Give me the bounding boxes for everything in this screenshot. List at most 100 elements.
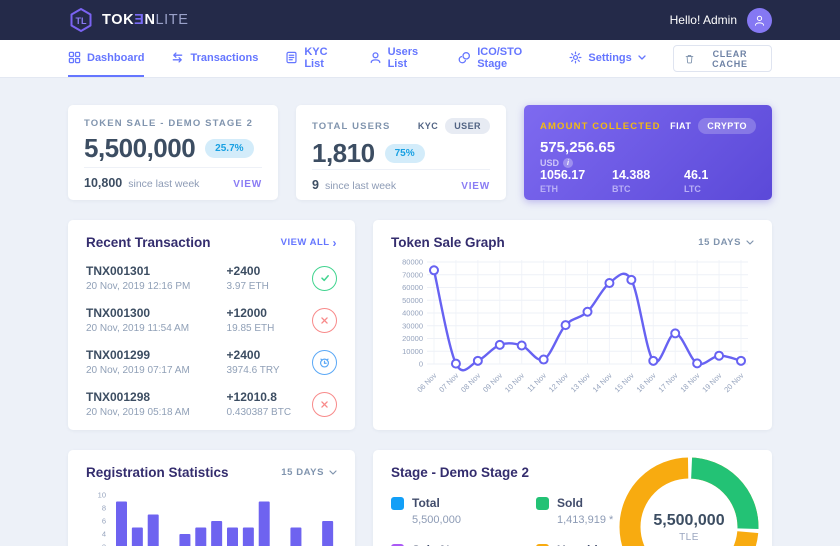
nav-label: Dashboard xyxy=(87,51,145,64)
fiat-toggle[interactable]: FIAT xyxy=(670,121,692,131)
nav-item-dashboard[interactable]: Dashboard xyxy=(68,40,145,77)
legend-swatch-total xyxy=(391,497,404,510)
transaction-amount: +2400 xyxy=(226,348,261,362)
total-users-delta-caption: since last week xyxy=(324,180,397,192)
svg-text:10000: 10000 xyxy=(402,347,423,356)
transaction-amount: +12000 xyxy=(226,306,267,320)
token-sale-card: TOKEN SALE - DEMO STAGE 2 5,500,000 25.7… xyxy=(68,105,278,200)
transaction-id: TNX001299 xyxy=(86,348,151,362)
trash-icon xyxy=(685,54,694,63)
svg-text:60000: 60000 xyxy=(402,283,423,292)
svg-text:18 Nov: 18 Nov xyxy=(678,371,701,394)
transaction-id: TNX001300 xyxy=(86,306,151,320)
svg-text:0: 0 xyxy=(419,360,423,369)
svg-text:50000: 50000 xyxy=(402,296,423,305)
svg-text:40000: 40000 xyxy=(402,309,423,318)
registration-range-dropdown[interactable]: 15 DAYS xyxy=(281,467,337,478)
transaction-converted: 3974.6 TRY xyxy=(226,365,280,376)
svg-text:13 Nov: 13 Nov xyxy=(569,371,592,394)
dashboard-icon xyxy=(68,51,81,64)
brand-logo[interactable]: TL TOKƎNLITE xyxy=(68,7,189,33)
transaction-row[interactable]: TNX001298 20 Nov, 2019 05:18 AM +12010.8… xyxy=(86,390,337,418)
user-icon xyxy=(754,15,765,26)
svg-text:07 Nov: 07 Nov xyxy=(437,371,460,394)
transaction-converted: 0.430387 BTC xyxy=(226,407,292,418)
chevron-down-icon xyxy=(329,470,337,475)
nav-item-transactions[interactable]: Transactions xyxy=(171,40,258,77)
token-sale-card-label: TOKEN SALE - DEMO STAGE 2 xyxy=(84,118,254,129)
eth-stat: 1056.17 ETH xyxy=(540,168,586,194)
total-users-delta: 9 xyxy=(312,178,319,192)
user-avatar[interactable] xyxy=(747,7,772,33)
svg-text:TL: TL xyxy=(76,16,87,26)
transaction-row[interactable]: TNX001300 20 Nov, 2019 11:54 AM +12000 1… xyxy=(86,306,337,334)
kyc-list-icon xyxy=(286,51,297,64)
transaction-amount: +12010.8 xyxy=(226,390,277,404)
svg-text:11 Nov: 11 Nov xyxy=(525,371,548,394)
transaction-amount: +2400 xyxy=(226,264,261,278)
legend-swatch-unsold xyxy=(536,544,549,546)
stage-title: Stage - Demo Stage 2 xyxy=(391,465,530,480)
recent-transactions-title: Recent Transaction xyxy=(86,235,211,250)
total-users-value: 1,810 xyxy=(312,138,375,168)
crypto-toggle[interactable]: CRYPTO xyxy=(698,118,756,134)
token-sale-badge: 25.7% xyxy=(205,139,254,158)
status-approved-icon[interactable] xyxy=(312,265,337,291)
amount-collected-label: AMOUNT COLLECTED xyxy=(540,120,661,132)
top-navbar: TL TOKƎNLITE Hello! Admin xyxy=(0,0,840,40)
clear-cache-button[interactable]: CLEAR CACHE xyxy=(672,45,772,72)
transaction-date: 20 Nov, 2019 11:54 AM xyxy=(86,323,190,334)
nav-label: Settings xyxy=(588,51,632,64)
legend-item-sale-pct: Sale %25.7% Sold xyxy=(391,543,496,546)
token-sale-graph-title: Token Sale Graph xyxy=(391,235,505,250)
tokenlite-logo-icon: TL xyxy=(70,8,92,32)
stage-panel: Stage - Demo Stage 2 Total 5,500,000 Sold… xyxy=(373,450,772,546)
kyc-toggle[interactable]: KYC xyxy=(417,121,439,131)
status-rejected-icon[interactable] xyxy=(312,391,337,417)
svg-text:08 Nov: 08 Nov xyxy=(459,371,482,394)
view-all-link[interactable]: VIEW ALL › xyxy=(280,235,337,250)
nav-item-ico-sto-stage[interactable]: ICO/STO Stage xyxy=(458,40,542,77)
svg-text:80000: 80000 xyxy=(402,258,423,267)
svg-text:20 Nov: 20 Nov xyxy=(722,371,745,394)
svg-text:06 Nov: 06 Nov xyxy=(415,371,438,394)
nav-item-kyc-list[interactable]: KYC List xyxy=(285,40,341,77)
clear-cache-label: CLEAR CACHE xyxy=(712,48,748,69)
total-users-view-link[interactable]: VIEW xyxy=(461,181,490,192)
nav-item-settings[interactable]: Settings xyxy=(569,40,646,77)
legend-swatch-sold xyxy=(536,497,549,510)
transaction-row[interactable]: TNX001301 20 Nov, 2019 12:16 PM +2400 3.… xyxy=(86,264,337,292)
status-rejected-icon[interactable] xyxy=(312,307,337,333)
user-toggle[interactable]: USER xyxy=(445,118,490,134)
coins-icon xyxy=(458,52,471,64)
greeting-text: Hello! Admin xyxy=(669,13,737,27)
transaction-date: 20 Nov, 2019 05:18 AM xyxy=(86,407,190,418)
svg-text:8: 8 xyxy=(102,504,106,513)
recent-transactions-panel: Recent Transaction VIEW ALL › TNX001301 2… xyxy=(68,220,355,430)
svg-text:12 Nov: 12 Nov xyxy=(547,371,570,394)
legend-item-unsold: Unsold4,086,082 xyxy=(536,543,666,546)
donut-svg xyxy=(618,456,760,546)
token-sale-value: 5,500,000 xyxy=(84,133,196,163)
amount-collected-currency: USD xyxy=(540,158,560,168)
nav-label: Users List xyxy=(387,45,419,70)
registration-statistics-title: Registration Statistics xyxy=(86,465,229,480)
svg-text:09 Nov: 09 Nov xyxy=(481,371,504,394)
nav-label: KYC List xyxy=(304,45,328,70)
transaction-converted: 3.97 ETH xyxy=(226,281,269,292)
nav-item-users-list[interactable]: Users List xyxy=(369,40,432,77)
transaction-converted: 19.85 ETH xyxy=(226,323,275,334)
donut-center-value: 5,500,000 xyxy=(653,511,725,529)
svg-text:30000: 30000 xyxy=(402,321,423,330)
registration-bar-chart: 2 4 6 8 10 xyxy=(98,491,334,546)
brand-name: TOKƎNLITE xyxy=(102,12,189,28)
users-icon xyxy=(370,52,380,64)
transaction-row[interactable]: TNX001299 20 Nov, 2019 07:17 AM +2400 39… xyxy=(86,348,337,376)
status-pending-icon[interactable] xyxy=(312,349,337,375)
token-sale-range-dropdown[interactable]: 15 DAYS xyxy=(698,237,754,248)
info-icon[interactable]: i xyxy=(563,158,574,168)
token-sale-view-link[interactable]: VIEW xyxy=(233,179,262,190)
nav-label: Transactions xyxy=(190,51,259,64)
transaction-id: TNX001301 xyxy=(86,264,151,278)
